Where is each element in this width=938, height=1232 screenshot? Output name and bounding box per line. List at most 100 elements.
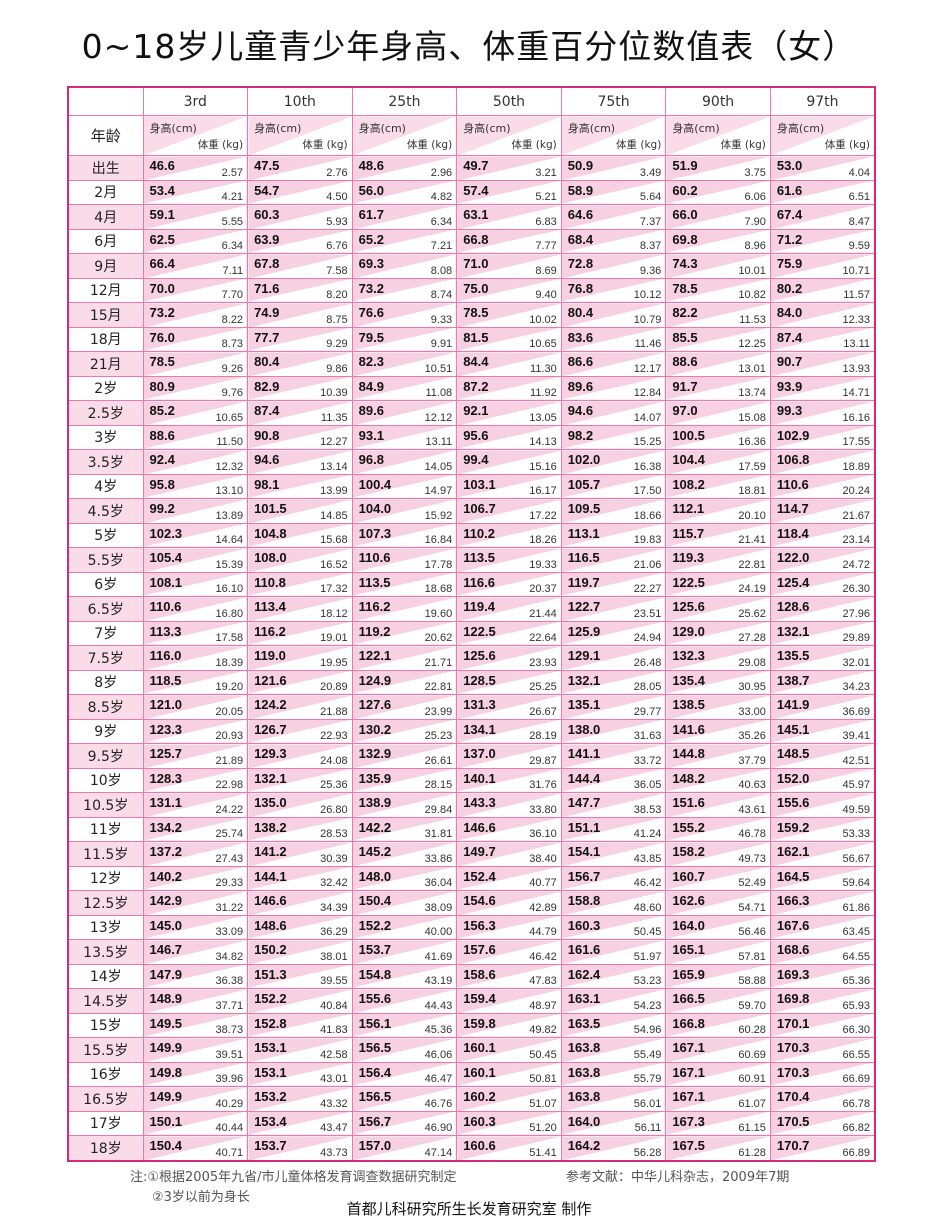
height-value: 146.6 [463, 819, 496, 835]
height-value: 72.8 [567, 256, 594, 271]
weight-value: 7.70 [221, 289, 244, 301]
value-cell: 102.0 16.38 [560, 449, 667, 475]
weight-value: 8.20 [326, 289, 348, 301]
weight-value: 6.83 [535, 215, 557, 228]
table-row: 9.5岁 125.7 21.89 129.3 24.08 132.9 26.61 137.0 2… [67, 743, 876, 769]
value-cell: 165.9 58.88 [665, 963, 771, 989]
height-value: 100.5 [672, 427, 705, 443]
value-cell: 102.9 17.55 [769, 424, 876, 450]
value-cell: 160.6 51.41 [456, 1135, 562, 1161]
footnote-2: ②3岁以前为身长 [152, 1190, 250, 1205]
value-cell: 126.7 22.93 [247, 718, 353, 744]
height-value: 122.5 [672, 574, 705, 590]
height-value: 156.3 [463, 917, 496, 933]
weight-value: 33.09 [215, 926, 244, 938]
height-value: 46.6 [149, 158, 175, 173]
weight-value: 26.61 [424, 754, 453, 767]
weight-value: 15.25 [633, 436, 662, 448]
weight-value: 24.22 [215, 803, 244, 816]
height-value: 164.0 [567, 1113, 601, 1129]
height-value: 66.0 [672, 207, 698, 222]
height-value: 110.8 [254, 574, 286, 590]
value-cell: 170.4 66.78 [769, 1086, 876, 1112]
weight-value: 8.96 [744, 240, 766, 252]
weight-value: 28.53 [320, 828, 348, 840]
height-value: 144.4 [567, 770, 601, 786]
height-value: 154.1 [567, 844, 601, 859]
height-value: 170.3 [776, 1040, 810, 1055]
value-cell: 132.1 28.05 [560, 669, 667, 695]
value-cell: 78.5 10.82 [665, 277, 771, 303]
value-cell: 146.6 36.10 [456, 816, 562, 842]
value-cell: 135.0 26.80 [247, 792, 353, 818]
weight-value: 13.01 [738, 362, 766, 375]
weight-value: 17.22 [529, 509, 557, 522]
value-cell: 125.4 26.30 [769, 571, 876, 597]
height-value: 152.0 [776, 770, 810, 786]
unit-header-row: 年龄 身高(cm) 体重 (kg) 身高(cm) 体重 (kg) 身高(cm) 体重 (k… [67, 115, 876, 156]
weight-value: 36.38 [215, 975, 244, 987]
weight-value: 10.65 [215, 411, 244, 424]
value-cell: 152.8 41.83 [247, 1012, 353, 1038]
height-value: 159.8 [463, 1015, 496, 1031]
value-cell: 160.3 51.20 [456, 1110, 562, 1136]
height-value: 147.9 [149, 966, 183, 982]
weight-value: 60.91 [738, 1073, 766, 1085]
height-value: 110.2 [463, 525, 496, 541]
weight-value: 51.97 [633, 950, 662, 963]
height-value: 153.4 [254, 1113, 287, 1129]
weight-value: 4.50 [326, 191, 348, 203]
table-row: 2.5岁 85.2 10.65 87.4 11.35 89.6 12.12 92.1 13.05… [67, 400, 876, 426]
weight-value: 2.57 [221, 166, 244, 179]
weight-value: 27.96 [842, 607, 870, 620]
value-cell: 155.6 44.43 [351, 988, 458, 1014]
table-row: 15.5岁 149.9 39.51 153.1 42.58 156.5 46.06 160.1… [67, 1037, 876, 1063]
weight-value: 53.23 [633, 975, 662, 987]
value-cell: 163.8 55.49 [560, 1037, 667, 1063]
height-value: 57.4 [463, 182, 489, 198]
height-value: 150.4 [149, 1138, 183, 1153]
height-value: 170.1 [776, 1015, 810, 1031]
weight-value: 9.29 [326, 338, 348, 350]
weight-value: 9.76 [221, 387, 244, 399]
value-cell: 125.6 23.93 [456, 645, 562, 671]
height-value: 80.9 [149, 378, 175, 394]
height-value: 163.8 [567, 1040, 601, 1055]
weight-value: 20.93 [215, 730, 244, 742]
value-cell: 119.4 21.44 [456, 596, 562, 622]
weight-value: 9.36 [639, 264, 662, 277]
value-cell: 81.5 10.65 [456, 326, 562, 352]
value-cell: 140.1 31.76 [456, 767, 562, 793]
value-cell: 160.1 50.81 [456, 1061, 562, 1087]
value-cell: 143.3 33.80 [456, 792, 562, 818]
value-cell: 74.3 10.01 [665, 253, 771, 279]
percentile-header: 10th [247, 86, 353, 116]
value-cell: 153.1 42.58 [247, 1037, 353, 1063]
weight-value: 40.63 [738, 779, 766, 791]
height-value: 132.1 [254, 770, 287, 786]
age-column-header: 年龄 [67, 115, 144, 156]
value-cell: 87.2 11.92 [456, 375, 562, 401]
height-value: 134.2 [149, 819, 183, 835]
height-value: 119.3 [672, 550, 705, 565]
weight-value: 24.19 [738, 583, 766, 595]
height-value: 131.3 [463, 697, 496, 712]
height-value: 66.4 [149, 256, 175, 271]
height-value: 132.3 [672, 648, 705, 663]
height-value: 167.5 [672, 1138, 705, 1153]
height-value: 81.5 [463, 329, 489, 345]
weight-value: 18.12 [320, 607, 348, 620]
height-value: 162.4 [567, 966, 601, 982]
height-value: 84.9 [358, 378, 384, 394]
unit-header-cell: 身高(cm) 体重 (kg) [351, 115, 458, 156]
weight-value: 20.89 [320, 681, 348, 693]
age-cell: 9岁 [67, 718, 144, 744]
height-value: 152.2 [254, 991, 287, 1006]
height-value: 154.8 [358, 966, 392, 982]
height-value: 102.9 [776, 427, 810, 443]
weight-value: 18.26 [529, 534, 557, 546]
weight-unit-label: 体重 (kg) [406, 139, 453, 151]
height-value: 108.2 [672, 476, 705, 492]
value-cell: 164.0 56.46 [665, 914, 771, 940]
weight-value: 55.49 [633, 1048, 662, 1061]
